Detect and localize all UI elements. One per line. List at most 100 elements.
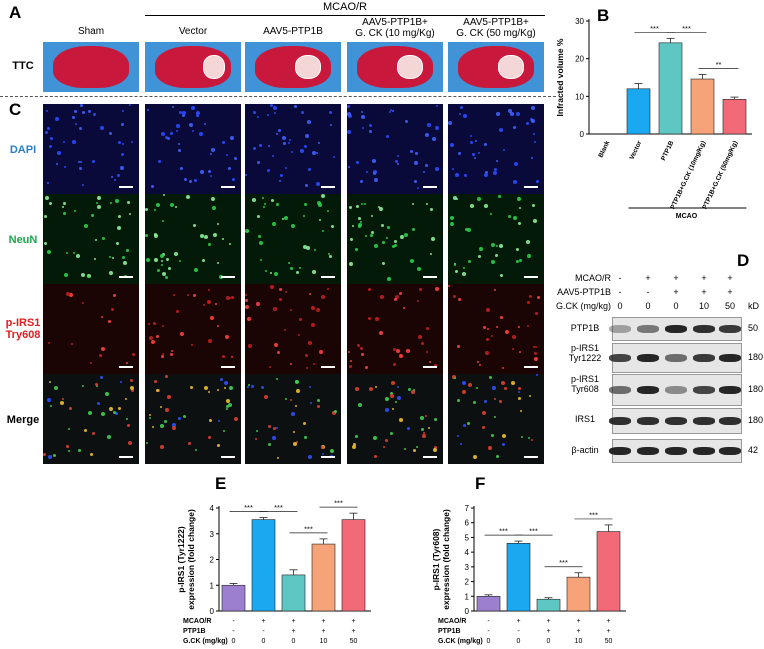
cell-dot — [176, 124, 180, 128]
cell-dot — [161, 355, 164, 358]
cell-dot — [317, 399, 320, 402]
cell-dot — [96, 385, 98, 387]
cell-dot — [387, 226, 390, 229]
x-tick-label: PTP1B — [660, 140, 675, 162]
cell-dot — [245, 229, 249, 233]
cell-dot — [50, 405, 52, 407]
cell-dot — [374, 178, 378, 182]
blot-band — [693, 325, 715, 333]
cell-dot — [467, 422, 470, 425]
cell-dot — [109, 132, 112, 135]
cell-dot — [63, 212, 66, 215]
cell-dot — [182, 114, 185, 117]
cell-dot — [404, 448, 406, 450]
cell-dot — [234, 417, 238, 421]
cell-dot — [154, 209, 156, 211]
cell-dot — [490, 213, 492, 215]
cell-dot — [47, 398, 51, 402]
blot-band — [665, 325, 687, 333]
cell-dot — [536, 180, 539, 183]
cell-dot — [282, 218, 284, 220]
cell-dot — [172, 423, 176, 427]
cell-dot — [260, 259, 262, 261]
cell-dot — [129, 104, 131, 106]
cell-dot — [356, 205, 359, 208]
cell-dot — [101, 316, 103, 318]
y-tick-label: 6 — [465, 519, 470, 528]
cell-dot — [503, 149, 505, 151]
cell-dot — [379, 207, 383, 211]
cell-dot — [173, 294, 175, 296]
blot-band — [637, 325, 659, 333]
cell-dot — [148, 323, 150, 325]
blot-label: IRS1 — [574, 414, 595, 424]
cell-dot — [222, 238, 224, 240]
cell-dot — [454, 264, 456, 266]
cell-dot — [429, 361, 431, 363]
cell-dot — [476, 387, 478, 389]
cell-dot — [247, 317, 251, 321]
cell-dot — [203, 304, 205, 306]
cell-dot — [274, 112, 276, 114]
cell-dot — [375, 386, 377, 388]
cell-dot — [296, 271, 299, 274]
cell-dot — [385, 408, 389, 412]
cell-dot — [194, 268, 198, 272]
cell-dot — [90, 362, 92, 364]
cell-dot — [527, 254, 531, 258]
cell-dot — [179, 260, 181, 262]
wb-condition-value: + — [701, 287, 707, 297]
condition-value: 0 — [517, 638, 521, 645]
y-tick-label: 0 — [465, 607, 470, 616]
cell-dot — [519, 259, 522, 262]
cell-dot — [460, 106, 463, 109]
cell-dot — [494, 416, 496, 418]
cell-dot — [307, 120, 311, 124]
cell-dot — [210, 175, 212, 177]
cell-dot — [499, 128, 503, 132]
cell-dot — [268, 145, 270, 147]
cell-dot — [491, 335, 493, 337]
panel-a-letter: A — [9, 3, 22, 22]
fluorescence-image — [448, 194, 544, 284]
cell-dot — [81, 273, 85, 277]
cell-dot — [276, 427, 278, 429]
blot-band — [693, 386, 715, 394]
cell-dot — [99, 354, 102, 357]
cell-dot — [394, 244, 397, 247]
cell-dot — [56, 163, 58, 165]
cell-dot — [189, 123, 193, 127]
brain-slice — [53, 46, 129, 88]
cell-dot — [62, 398, 64, 400]
cell-dot — [399, 354, 403, 358]
cell-dot — [100, 376, 103, 379]
cell-dot — [423, 432, 425, 434]
cell-dot — [53, 454, 56, 457]
cell-dot — [149, 414, 151, 416]
cell-dot — [350, 238, 353, 241]
cell-dot — [393, 348, 396, 351]
cell-dot — [361, 353, 364, 356]
wb-condition-value: + — [701, 273, 707, 283]
cell-dot — [484, 204, 488, 208]
cell-dot — [433, 448, 437, 452]
scale-bar — [221, 366, 235, 368]
cell-dot — [209, 419, 212, 422]
cell-dot — [532, 204, 535, 207]
cell-dot — [306, 246, 310, 250]
scale-bar — [321, 186, 335, 188]
cell-dot — [118, 407, 121, 410]
cell-dot — [526, 122, 529, 125]
cell-dot — [217, 262, 219, 264]
condition-value: 10 — [320, 638, 328, 645]
cell-dot — [484, 143, 487, 146]
cell-dot — [247, 386, 249, 388]
cell-dot — [412, 203, 414, 205]
condition-value: - — [232, 628, 235, 635]
cell-dot — [229, 297, 231, 299]
cell-dot — [69, 407, 72, 410]
cell-dot — [291, 412, 295, 416]
blot-kd: 180 — [748, 384, 764, 394]
cell-dot — [226, 154, 228, 156]
cell-dot — [421, 428, 424, 431]
